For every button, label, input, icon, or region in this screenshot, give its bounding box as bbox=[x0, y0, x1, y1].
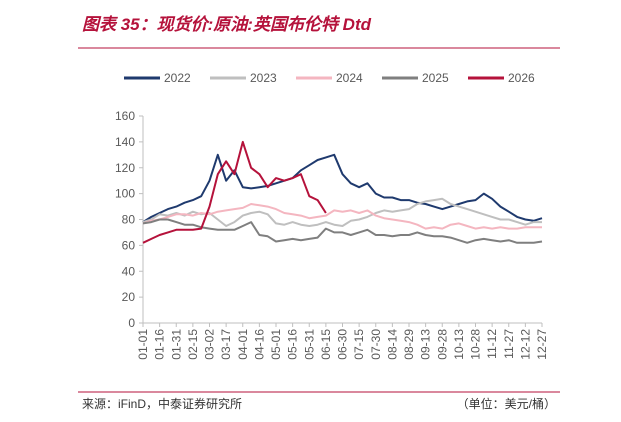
y-tick-label: 80 bbox=[122, 213, 136, 227]
series-line bbox=[142, 203, 542, 230]
x-tick-label: 05-01 bbox=[269, 329, 283, 360]
series-line bbox=[142, 197, 542, 227]
x-tick-label: 01-01 bbox=[136, 329, 150, 360]
x-tick-label: 08-29 bbox=[402, 329, 416, 360]
legend-label: 2025 bbox=[422, 71, 449, 85]
legend-label: 2024 bbox=[336, 71, 363, 85]
x-tick-label: 05-31 bbox=[302, 329, 316, 360]
x-tick-label: 09-28 bbox=[435, 329, 449, 360]
y-tick-label: 140 bbox=[115, 135, 135, 149]
x-tick-label: 11-27 bbox=[502, 329, 516, 359]
x-tick-label: 09-13 bbox=[419, 329, 433, 360]
x-tick-label: 10-13 bbox=[452, 329, 466, 360]
y-tick-label: 120 bbox=[115, 161, 135, 175]
series-line bbox=[142, 153, 543, 223]
x-tick-label: 10-28 bbox=[469, 329, 483, 360]
y-tick-label: 100 bbox=[115, 187, 135, 201]
legend-label: 2026 bbox=[508, 71, 535, 85]
series-line bbox=[142, 140, 327, 244]
x-tick-label: 04-16 bbox=[252, 329, 266, 360]
y-tick-label: 160 bbox=[115, 109, 135, 123]
unit: （单位：美元/桶） bbox=[457, 396, 556, 411]
x-tick-label: 04-01 bbox=[236, 329, 250, 360]
y-tick-label: 60 bbox=[122, 238, 136, 252]
x-tick-label: 07-30 bbox=[369, 329, 383, 360]
x-tick-label: 06-15 bbox=[319, 329, 333, 360]
x-tick-label: 08-14 bbox=[385, 329, 399, 360]
x-tick-label: 05-16 bbox=[286, 329, 300, 360]
x-tick-label: 06-30 bbox=[336, 329, 350, 360]
x-tick-label: 11-12 bbox=[485, 329, 499, 359]
x-tick-label: 01-16 bbox=[153, 329, 167, 360]
x-tick-label: 12-27 bbox=[535, 329, 549, 360]
source: 来源：iFinD，中泰证券研究所 bbox=[82, 396, 242, 411]
x-tick-label: 03-02 bbox=[203, 329, 217, 360]
series-line bbox=[142, 218, 543, 244]
x-tick-label: 01-31 bbox=[169, 329, 183, 360]
y-tick-label: 0 bbox=[128, 316, 135, 330]
legend-label: 2022 bbox=[164, 71, 191, 85]
chart-title: 图表 35：现货价:原油:英国布伦特 Dtd bbox=[82, 15, 372, 34]
y-tick-label: 40 bbox=[122, 264, 136, 278]
x-tick-label: 12-12 bbox=[518, 329, 532, 360]
x-tick-label: 02-15 bbox=[186, 329, 200, 360]
y-tick-label: 20 bbox=[122, 290, 136, 304]
legend-label: 2023 bbox=[250, 71, 277, 85]
x-tick-label: 03-17 bbox=[219, 329, 233, 360]
x-tick-label: 07-15 bbox=[352, 329, 366, 360]
